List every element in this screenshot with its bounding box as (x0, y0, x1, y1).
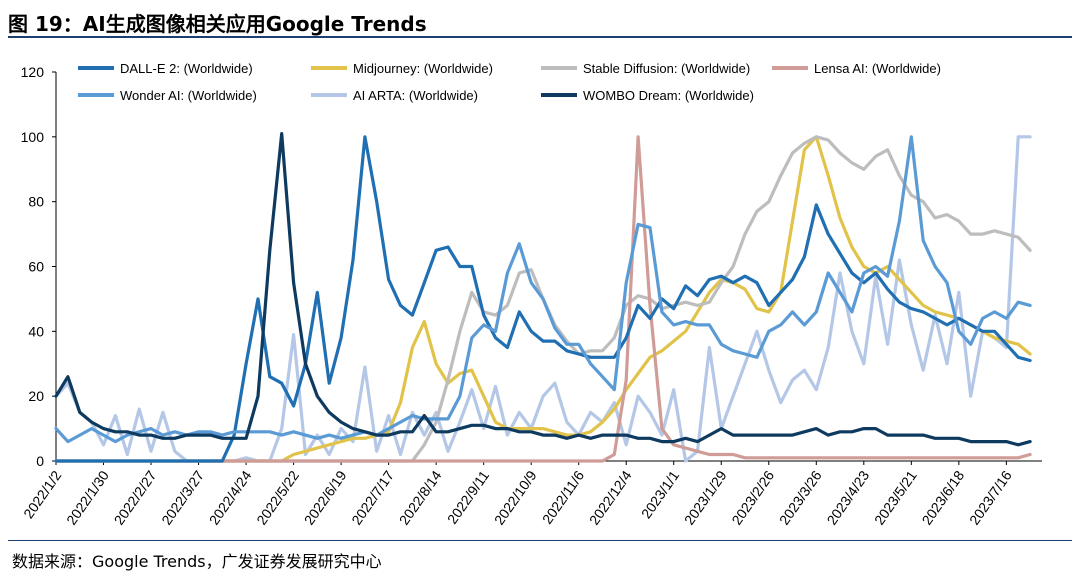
x-tick-label: 2023/5/21 (871, 467, 920, 527)
series-line-2 (54, 135, 1032, 463)
x-tick-label: 2022/11/6 (539, 467, 587, 527)
title-rule (8, 36, 1072, 38)
x-tick-label: 2022/2/27 (111, 467, 160, 527)
x-tick-label: 2022/1/2 (20, 467, 64, 521)
y-tick-label: 100 (21, 129, 45, 145)
legend-label: WOMBO Dream: (Worldwide) (583, 88, 754, 103)
x-tick-label: 2022/8/14 (396, 467, 445, 527)
series-line-7 (54, 132, 1032, 447)
x-tick-label: 2023/4/23 (823, 467, 872, 527)
y-tick-label: 60 (28, 259, 44, 275)
x-tick-label: 2023/6/18 (918, 467, 967, 527)
legend-label: Midjourney: (Worldwide) (353, 61, 493, 76)
legend-label: DALL-E 2: (Worldwide) (120, 61, 253, 76)
x-tick-label: 2023/3/26 (776, 467, 825, 527)
series-line-4 (54, 135, 1032, 463)
legend-label: Stable Diffusion: (Worldwide) (583, 61, 750, 76)
x-tick-label: 2023/7/16 (966, 467, 1015, 527)
legend-label: Wonder AI: (Worldwide) (120, 88, 257, 103)
legend-label: AI ARTA: (Worldwide) (353, 88, 478, 103)
chart-legend: DALL-E 2: (Worldwide) Midjourney: (Worldw… (78, 61, 941, 103)
y-tick-label: 40 (28, 323, 44, 339)
y-tick-label: 120 (21, 64, 45, 80)
y-tick-label: 0 (36, 453, 44, 469)
y-tick-label: 80 (28, 194, 44, 210)
x-tick-label: 2022/7/17 (348, 467, 397, 527)
source-rule (8, 540, 1072, 541)
x-tick-label: 2023/1/1 (638, 467, 682, 521)
x-tick-label: 2022/4/24 (206, 467, 255, 527)
x-tick-label: 2023/2/26 (728, 467, 777, 527)
x-tick-label: 2022/10/9 (491, 467, 540, 527)
figure-source: 数据来源：Google Trends，广发证券发展研究中心 (12, 552, 382, 571)
y-tick-label: 20 (28, 388, 44, 404)
x-tick-label: 2022/5/22 (253, 467, 302, 527)
series-line-3 (54, 135, 1032, 463)
chart-series (54, 132, 1032, 463)
x-tick-label: 2022/1/30 (63, 467, 112, 527)
x-tick-label: 2022/12/4 (586, 467, 635, 527)
legend-label: Lensa AI: (Worldwide) (814, 61, 941, 76)
series-line-6 (54, 135, 1032, 463)
figure-title: 图 19：AI生成图像相关应用Google Trends (8, 12, 427, 36)
x-tick-label: 2022/3/27 (158, 467, 207, 527)
x-tick-label: 2022/6/19 (301, 467, 350, 527)
series-line-5 (54, 135, 1032, 444)
x-tick-label: 2023/1/29 (681, 467, 730, 527)
x-tick-label: 2022/9/11 (444, 467, 492, 527)
